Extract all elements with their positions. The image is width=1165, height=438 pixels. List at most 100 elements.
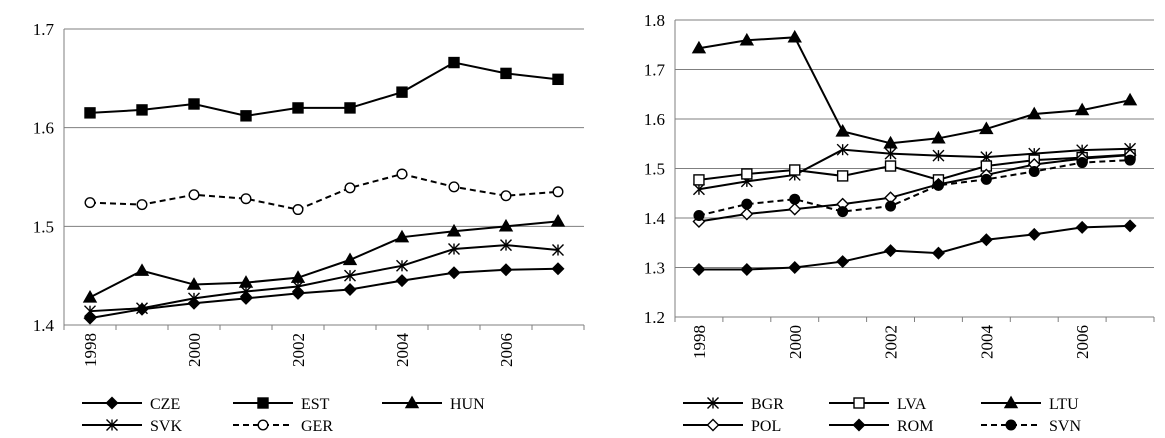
series-ltu [691,29,1138,149]
series-svn [693,154,1136,222]
data-point-svk [448,243,460,256]
data-point-cze [551,262,565,276]
series-line-ltu [698,36,1131,145]
data-point-pol [788,202,802,216]
legend-label: EST [301,396,330,413]
legend-label: CZE [150,396,180,413]
y-tick-label: 1.3 [644,259,665,278]
data-point-cze [291,286,305,300]
data-point-svn [1076,157,1088,169]
data-point-ger [344,182,356,194]
legend-label: POL [751,418,781,435]
data-point-svk [188,292,200,305]
series-pol [692,148,1137,228]
series-line-rom [698,224,1131,271]
legend-label: GER [301,418,333,435]
legend-item-bgr: BGR [683,396,784,413]
y-tick-label: 1.6 [33,119,54,138]
legend-marker [105,396,119,410]
legend-marker [257,419,269,431]
data-point-ltu [883,135,898,149]
data-point-hun [394,229,410,243]
data-point-cze [239,291,253,305]
y-tick-label: 1.8 [644,11,665,30]
x-tick-label: 1998 [81,333,100,367]
data-point-est [552,73,564,86]
series-line-svk [89,244,559,313]
legend-item-hun: HUN [382,395,485,413]
legend-marker [853,397,865,409]
data-point-est [292,102,304,114]
data-point-rom [931,246,945,260]
legend-label: HUN [450,396,485,413]
legend-marker [404,395,420,409]
data-point-hun [134,263,150,276]
data-point-svn [932,179,944,191]
legend-marker [257,397,269,409]
data-point-rom [1123,219,1137,233]
x-tick-label: 2004 [393,333,412,368]
data-point-svn [885,200,897,212]
data-point-ltu [739,32,755,46]
data-point-ger [552,186,564,198]
data-point-svn [837,206,849,218]
data-point-ltu [787,29,802,43]
legend-item-ger: GER [233,418,333,435]
data-point-svn [789,193,801,205]
legend-item-ltu: LTU [981,395,1079,413]
data-point-ger [136,199,148,211]
data-point-ltu [691,40,707,54]
legend-label: LVA [897,396,927,413]
y-tick-label: 1.5 [33,217,54,236]
data-point-hun [186,277,202,290]
data-point-est [500,67,512,80]
data-point-lva [789,164,801,176]
data-point-cze [499,263,513,277]
data-point-rom [884,244,898,258]
data-point-ger [292,204,304,216]
x-tick-label: 2000 [786,325,805,359]
series-ger [84,168,564,216]
chart-right: 1.2 1.3 1.4 1.5 1.6 1.7 1.8 1998 2000 2002 2004 200… [644,11,1155,435]
data-point-ltu [979,121,994,135]
y-tick-label: 1.4 [644,209,666,228]
data-point-ltu [1027,106,1042,120]
legend-item-rom: ROM [829,418,933,435]
data-point-ger [84,197,96,209]
series-line-ger [89,173,559,211]
data-point-ltu [1122,92,1138,106]
data-point-ltu [1074,102,1090,116]
series-rom [692,219,1137,276]
y-tick-label: 1.7 [33,20,55,39]
legend-label: SVN [1049,418,1081,435]
data-point-cze [447,266,461,280]
legend-item-svn: SVN [981,418,1081,435]
data-point-est [344,102,356,114]
series-line-pol [698,154,1131,223]
series-line-bgr [698,147,1131,191]
legend-label: LTU [1049,396,1079,413]
data-point-lva [741,168,753,180]
data-point-ger [396,168,408,180]
data-point-est [84,107,96,119]
data-point-rom [740,262,754,276]
x-tick-label: 2002 [882,325,901,359]
data-point-hun [446,223,462,237]
series-est [84,56,564,122]
legend-label: SVK [150,418,182,435]
data-point-hun [498,218,514,232]
data-point-svk [396,259,408,272]
legend-label: BGR [751,396,784,413]
data-point-est [136,104,148,116]
data-point-rom [1075,220,1089,234]
legend-marker [852,418,866,432]
data-point-svn [1028,165,1040,177]
series-cze [83,262,565,325]
legend-item-svk: SVK [82,418,182,435]
series-line-est [89,61,559,117]
data-point-bgr [932,149,945,162]
y-tick-label: 1.4 [33,316,55,335]
series-line-svn [698,159,1131,217]
data-point-svn [980,173,992,185]
legend-marker [1005,419,1017,431]
